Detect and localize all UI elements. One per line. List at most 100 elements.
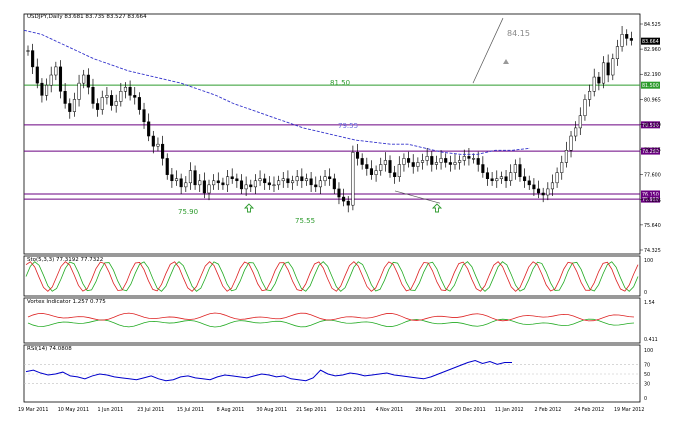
candle-body [151,135,155,147]
candle-body [235,178,239,182]
candle-body [174,178,179,182]
candle-body [462,156,466,161]
candle-body [304,178,309,182]
candle-body [295,176,299,182]
candle-body [40,82,44,96]
level-tag-3 [641,190,660,198]
level-tag-text-2: 78.260 [642,149,659,155]
candle-body [328,176,332,179]
candle-body [588,91,592,100]
x-tick-label: 24 Feb 2012 [574,407,604,413]
y-tick-label: 79.315 [644,148,661,154]
green-level-annotation: 81.50 [330,79,350,87]
y-tick-label: 74.325 [644,248,661,254]
vortex-plus-line [27,318,635,328]
candle-body [541,192,545,196]
candle-body [611,58,615,76]
candle-body [318,180,322,188]
candle-body [314,184,318,188]
candle-body [109,95,114,106]
candle-body [481,164,485,173]
candle-body [281,178,285,182]
candle-body [309,178,313,186]
candle-body [425,156,429,161]
candle-body [592,76,596,92]
candle-body [170,174,174,182]
candle-body [564,150,568,163]
candle-body [560,162,564,173]
candle-body [379,164,383,171]
y-tick-label: 80.965 [644,97,661,103]
candle-body [26,50,30,52]
level-tag-text-0: 81.500 [642,83,659,89]
candle-body [536,188,541,194]
candle-body [239,180,244,190]
candle-body [323,176,327,182]
level-tag-text-1: 79.550 [642,123,659,129]
y-tick-label: 77.600 [644,173,661,179]
level-tag-0 [641,81,660,89]
candle-body [249,184,253,188]
x-tick-label: 21 Sep 2011 [296,407,326,413]
rsi-label: RSI(14) 74.0808 [27,346,72,352]
y-tick-label: 82.960 [644,47,661,53]
low1-annotation: 75.90 [178,208,198,216]
chart-title: USDJPY,Daily 83.681 83.735 83.527 83.664 [27,14,147,20]
x-tick-label: 4 Nov 2011 [376,407,404,413]
stoch-label: Sto(5,3,3) 77.3192 77.7322 [27,257,103,263]
candle-body [430,156,434,165]
candle-body [490,178,494,182]
candle-body [615,46,619,59]
candle-body [532,184,536,190]
support-trendline [394,190,441,204]
candle-body [165,158,169,175]
candle-body [629,38,633,41]
high-annotation: 84.15 [507,29,530,38]
rsi-tick-label: 0 [644,396,647,402]
candle-body [434,162,438,165]
candle-body [258,178,262,182]
candle-body [411,162,415,167]
candle-body [499,176,503,179]
indicator-tick-label: 0 [644,290,647,296]
x-tick-label: 10 May 2011 [58,407,89,413]
vortex-label: Vortex Indicator 1.257 0.775 [27,299,106,305]
main-panel-frame [23,13,641,255]
candle-body [82,74,86,84]
candle-body [290,180,295,184]
candle-body [393,172,397,177]
up-arrow-icon [243,203,255,213]
candle-body [467,156,471,159]
candle-body [444,158,448,163]
x-tick-label: 23 Jul 2011 [137,407,164,413]
candle-body [369,168,374,175]
candle-body [244,184,248,190]
candle-body [198,180,202,186]
candle-body [68,103,72,112]
candle-body [156,143,160,147]
candle-body [216,180,220,184]
x-tick-label: 8 Aug 2011 [217,407,245,413]
candle-body [472,158,476,160]
candle-body [277,180,281,186]
x-tick-label: 19 Mar 2011 [18,407,48,413]
candle-body [523,176,527,182]
candle-body [495,178,499,182]
candle-body [546,188,550,196]
candle-body [91,86,95,104]
level-tag-text-3: 76.150 [642,192,659,198]
rsi-tick-label: 30 [644,382,650,388]
candle-body [453,162,457,165]
candle-body [509,172,513,182]
candle-body [625,34,629,39]
level-tag-4 [641,195,660,203]
candle-body [365,164,369,169]
candle-body [119,91,123,102]
indicator-tick-label: 100 [644,258,653,264]
candle-body [578,115,582,129]
x-tick-label: 11 Jan 2012 [495,407,524,413]
up-arrow-icon [431,203,443,213]
candle-body [137,97,141,110]
stoch-main-line [25,261,639,292]
candle-body [569,135,573,151]
